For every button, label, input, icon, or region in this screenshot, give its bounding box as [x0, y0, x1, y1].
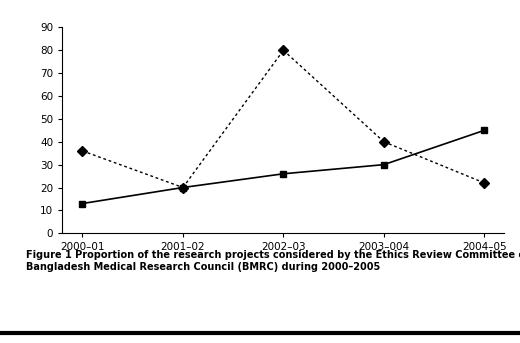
Text: Figure 1 Proportion of the research projects considered by the Ethics Review Com: Figure 1 Proportion of the research proj…	[26, 250, 520, 272]
